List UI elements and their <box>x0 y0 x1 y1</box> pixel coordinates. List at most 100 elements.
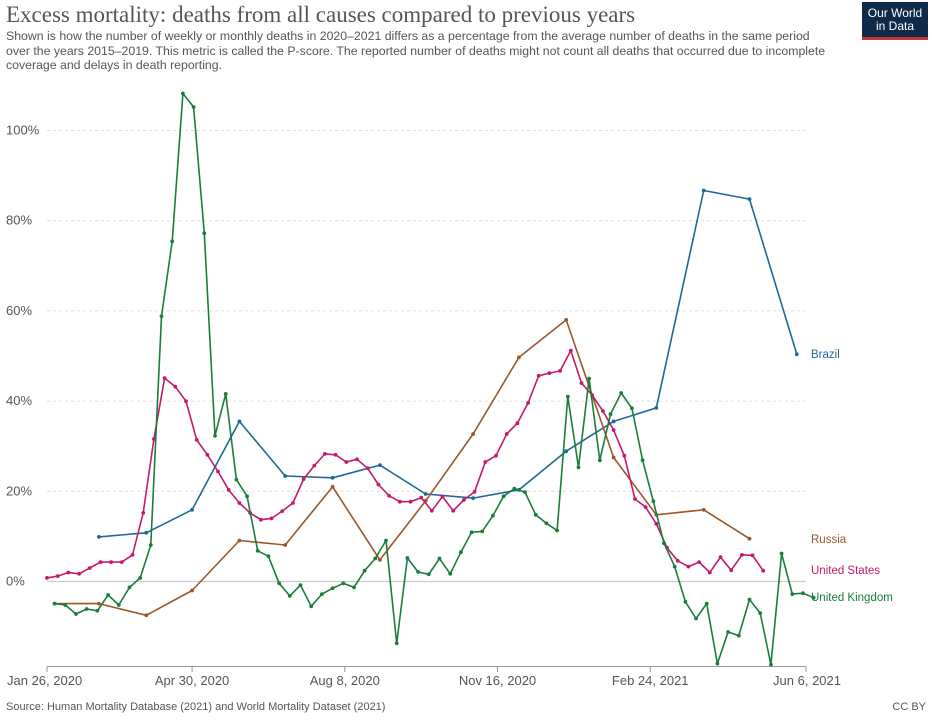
series-line <box>54 92 814 666</box>
data-point <box>237 419 242 424</box>
data-point <box>277 581 281 586</box>
chart-title: Excess mortality: deaths from all causes… <box>6 2 636 27</box>
data-point <box>63 603 68 607</box>
data-point <box>601 409 605 413</box>
series-label: Brazil <box>811 349 840 361</box>
axes: 0% 20% 40% 60% 80% 100% Jan 26, 2020 Apr 30, 20… <box>6 123 841 689</box>
series-line <box>46 349 764 579</box>
data-point <box>426 572 431 577</box>
data-point <box>95 608 100 613</box>
data-point <box>323 452 327 456</box>
data-point <box>119 560 124 564</box>
data-point <box>330 586 335 591</box>
data-point <box>258 517 263 522</box>
data-point <box>191 105 196 109</box>
data-point <box>341 581 346 586</box>
data-point <box>640 458 645 463</box>
source-note[interactable]: Source: Human Mortality Database (2021) … <box>6 701 386 713</box>
data-point <box>558 369 562 373</box>
data-point <box>226 488 231 492</box>
data-point <box>779 551 784 556</box>
data-point <box>283 543 288 547</box>
data-point <box>747 536 752 541</box>
data-point <box>397 499 402 504</box>
data-point <box>152 437 156 441</box>
data-point <box>416 570 420 574</box>
data-point <box>750 553 755 558</box>
license-link[interactable]: CC BY <box>892 701 926 713</box>
data-point <box>190 507 195 512</box>
data-point <box>747 597 752 602</box>
data-point <box>526 401 530 405</box>
data-point <box>378 463 382 467</box>
data-point <box>622 453 627 458</box>
series-brazil <box>97 188 799 539</box>
data-point <box>491 513 495 518</box>
data-point <box>202 231 207 236</box>
data-point <box>736 633 741 638</box>
data-point <box>190 588 195 593</box>
data-point <box>523 490 527 495</box>
data-point <box>45 576 49 580</box>
data-point <box>408 499 413 504</box>
data-point <box>471 432 475 436</box>
data-point <box>686 564 691 569</box>
data-point <box>536 373 541 378</box>
y-tick-label: 0% <box>6 574 25 589</box>
data-point <box>280 509 285 513</box>
data-point <box>654 406 659 410</box>
data-point <box>611 419 616 424</box>
x-tick-label: Jan 26, 2020 <box>7 673 82 688</box>
data-point <box>184 399 188 403</box>
data-point <box>269 516 274 521</box>
data-point <box>77 571 81 576</box>
data-point <box>223 392 228 396</box>
data-point <box>694 616 698 621</box>
data-point <box>471 496 475 500</box>
data-point <box>148 543 153 547</box>
x-tick-label: Aug 8, 2020 <box>310 673 380 688</box>
data-point <box>309 604 314 609</box>
data-point <box>469 530 474 535</box>
data-point <box>472 489 477 494</box>
data-point <box>387 493 391 498</box>
data-point <box>116 603 121 607</box>
data-point <box>564 318 569 322</box>
series-united-states <box>45 348 766 580</box>
data-point <box>704 601 709 606</box>
data-point <box>320 592 324 596</box>
x-tick-label: Apr 30, 2020 <box>155 673 229 688</box>
data-point <box>555 528 559 533</box>
y-tick-label: 20% <box>6 483 32 498</box>
data-point <box>245 494 250 499</box>
data-point <box>87 566 92 570</box>
y-tick-label: 40% <box>6 393 32 408</box>
logo-line-1: Our World <box>867 6 923 20</box>
x-tick-label: Nov 16, 2020 <box>459 673 536 688</box>
data-point <box>707 570 712 575</box>
series-line <box>98 189 798 538</box>
owid-logo[interactable]: Our World in Data <box>862 2 928 40</box>
data-point <box>291 501 295 505</box>
data-point <box>701 507 706 512</box>
data-point <box>213 433 217 438</box>
series-label: Russia <box>811 534 847 546</box>
data-point <box>405 556 410 560</box>
data-point <box>330 475 335 480</box>
data-point <box>162 376 167 380</box>
data-point <box>769 662 773 667</box>
data-point <box>355 457 359 462</box>
data-point <box>344 460 349 464</box>
data-point <box>761 568 766 573</box>
data-point <box>547 371 552 375</box>
data-point <box>544 521 549 526</box>
data-point <box>423 492 428 496</box>
data-point <box>480 529 485 534</box>
data-point <box>740 553 744 557</box>
y-tick-label: 60% <box>6 303 32 318</box>
data-point <box>587 376 591 381</box>
data-point <box>758 611 763 615</box>
data-point <box>97 535 101 539</box>
data-point <box>501 494 506 499</box>
